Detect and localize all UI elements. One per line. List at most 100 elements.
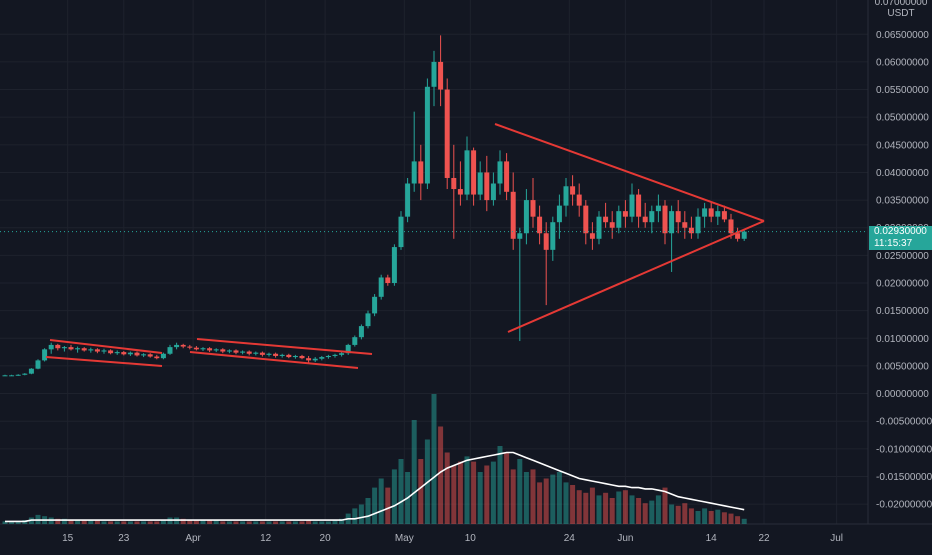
- price-axis[interactable]: 0.06500000 0.06000000 0.05500000 0.05000000…: [876, 30, 932, 511]
- volume-bar: [741, 518, 747, 524]
- candle: [187, 344, 193, 350]
- candle: [167, 344, 173, 355]
- volume-bar: [352, 508, 358, 524]
- price-tick-label: 0.05500000: [876, 85, 929, 96]
- volume-bar: [68, 520, 74, 524]
- candle: [35, 359, 41, 370]
- candle: [636, 189, 642, 228]
- candle: [576, 183, 582, 217]
- candle: [622, 200, 628, 228]
- volume-bar: [325, 521, 331, 524]
- candle-body: [266, 353, 272, 355]
- trendline-channel-1-lower[interactable]: [45, 356, 163, 367]
- volume-bar: [200, 520, 206, 524]
- candle-body: [114, 352, 120, 354]
- candle: [28, 368, 34, 375]
- time-axis[interactable]: 15 23 Apr 12 20 May 10 24 Jun 14 22 Jul: [62, 533, 843, 544]
- candle-body: [22, 373, 28, 375]
- candle: [504, 153, 510, 201]
- candle-body: [42, 349, 48, 361]
- candle-body: [312, 358, 318, 361]
- candle: [695, 208, 701, 239]
- volume-bar: [642, 503, 648, 524]
- candle: [200, 347, 206, 351]
- candle-body: [240, 351, 246, 353]
- volume-bar: [9, 521, 15, 524]
- candle-body: [550, 222, 556, 250]
- candle-body: [55, 344, 61, 349]
- candle-body: [253, 352, 259, 354]
- volume-bar: [266, 521, 272, 524]
- last-price-badge: 0.02930000 11:15:37: [869, 225, 932, 250]
- volume-bar: [669, 504, 675, 524]
- volume-bar: [108, 521, 114, 524]
- candle: [411, 111, 417, 192]
- volume-bar: [365, 498, 371, 524]
- price-tick-label: 0.05000000: [876, 113, 929, 124]
- candle-body: [688, 227, 694, 234]
- candle-body: [504, 161, 510, 192]
- candle: [9, 374, 15, 377]
- volume-bar: [530, 469, 536, 524]
- volume-bar: [457, 461, 463, 524]
- candle-body: [61, 347, 67, 349]
- volume-bar: [94, 520, 100, 524]
- volume-bar: [477, 472, 483, 524]
- candle-body: [160, 353, 166, 359]
- candle-body: [319, 357, 325, 359]
- volume-bar: [187, 520, 193, 524]
- volume-bar: [583, 492, 589, 524]
- candle-body: [636, 194, 642, 217]
- volume-bar: [312, 521, 318, 524]
- candle: [88, 347, 94, 353]
- trendline-triangle-lower[interactable]: [507, 220, 765, 333]
- candle-body: [537, 216, 543, 234]
- candle: [174, 342, 180, 350]
- volume-bar: [497, 446, 503, 524]
- time-tick-label: May: [395, 533, 414, 544]
- candle-body: [675, 211, 681, 223]
- price-tick-label: 0.01500000: [876, 306, 929, 317]
- volume-bar: [570, 485, 576, 524]
- candle: [563, 177, 569, 217]
- candle: [418, 144, 424, 201]
- candle-body: [662, 205, 668, 234]
- candle-body: [28, 368, 34, 374]
- candle-body: [642, 216, 648, 223]
- candle: [253, 351, 259, 356]
- trendline-channel-2-lower[interactable]: [189, 351, 359, 369]
- candle-body: [391, 247, 397, 284]
- candle-body: [147, 354, 153, 357]
- trendline-channel-1-upper[interactable]: [49, 339, 163, 354]
- volume-bar: [431, 394, 437, 524]
- candle: [424, 78, 430, 190]
- candle: [312, 357, 318, 363]
- trendlines[interactable]: [45, 123, 765, 369]
- volume-bar: [15, 521, 21, 524]
- candle-body: [2, 375, 8, 377]
- trendline-channel-2-upper[interactable]: [196, 338, 373, 355]
- candle: [325, 354, 331, 359]
- candle: [233, 349, 239, 355]
- candle-body: [226, 350, 232, 352]
- candle: [332, 353, 338, 358]
- candle-body: [279, 354, 285, 356]
- price-tick-label: 0.06000000: [876, 57, 929, 68]
- volume-bar: [484, 465, 490, 524]
- volume-bar: [609, 498, 615, 524]
- volume-bar: [292, 521, 298, 524]
- candle-body: [378, 277, 384, 297]
- trendline-triangle-upper[interactable]: [494, 123, 765, 222]
- last-price-value: 0.02930000: [874, 225, 927, 237]
- volume-bar: [411, 420, 417, 524]
- candle-body: [695, 216, 701, 234]
- time-tick-label: 10: [465, 533, 477, 544]
- candle-body: [431, 61, 437, 87]
- candle: [352, 335, 358, 347]
- volume-bar: [464, 456, 470, 524]
- candle: [134, 351, 140, 357]
- volume-bar: [682, 503, 688, 524]
- candle: [101, 348, 107, 354]
